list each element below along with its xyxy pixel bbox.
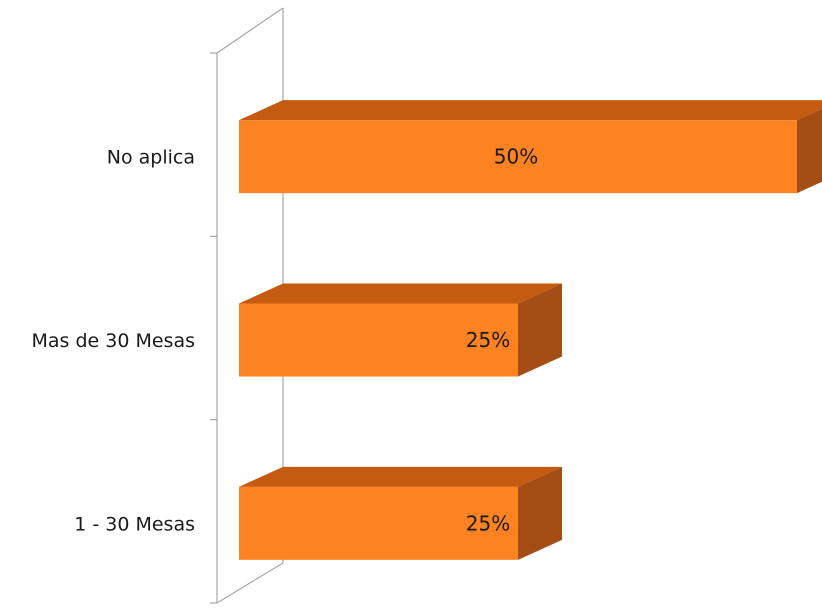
data-label: 25% — [466, 328, 510, 352]
bar-side-face — [518, 283, 562, 377]
bars — [239, 100, 822, 560]
bar — [239, 303, 518, 377]
bar-top-face — [239, 466, 562, 487]
data-label: 50% — [494, 145, 538, 169]
category-label: Mas de 30 Mesas — [31, 330, 195, 352]
axis-top-edge — [216, 7, 284, 54]
category-label: No aplica — [107, 147, 195, 169]
bar — [239, 486, 518, 560]
data-label: 25% — [466, 511, 510, 535]
axis-bottom-edge — [216, 562, 284, 604]
bar — [239, 120, 797, 194]
bar-side-face — [797, 108, 822, 194]
category-label: 1 - 30 Mesas — [74, 513, 195, 535]
bar-top-face — [239, 100, 822, 121]
bar-side-face — [518, 466, 562, 560]
labels: 50% No aplica 25% Mas de 30 Mesas 25% 1 - 30 … — [31, 145, 538, 536]
bar-top-face — [239, 283, 562, 304]
